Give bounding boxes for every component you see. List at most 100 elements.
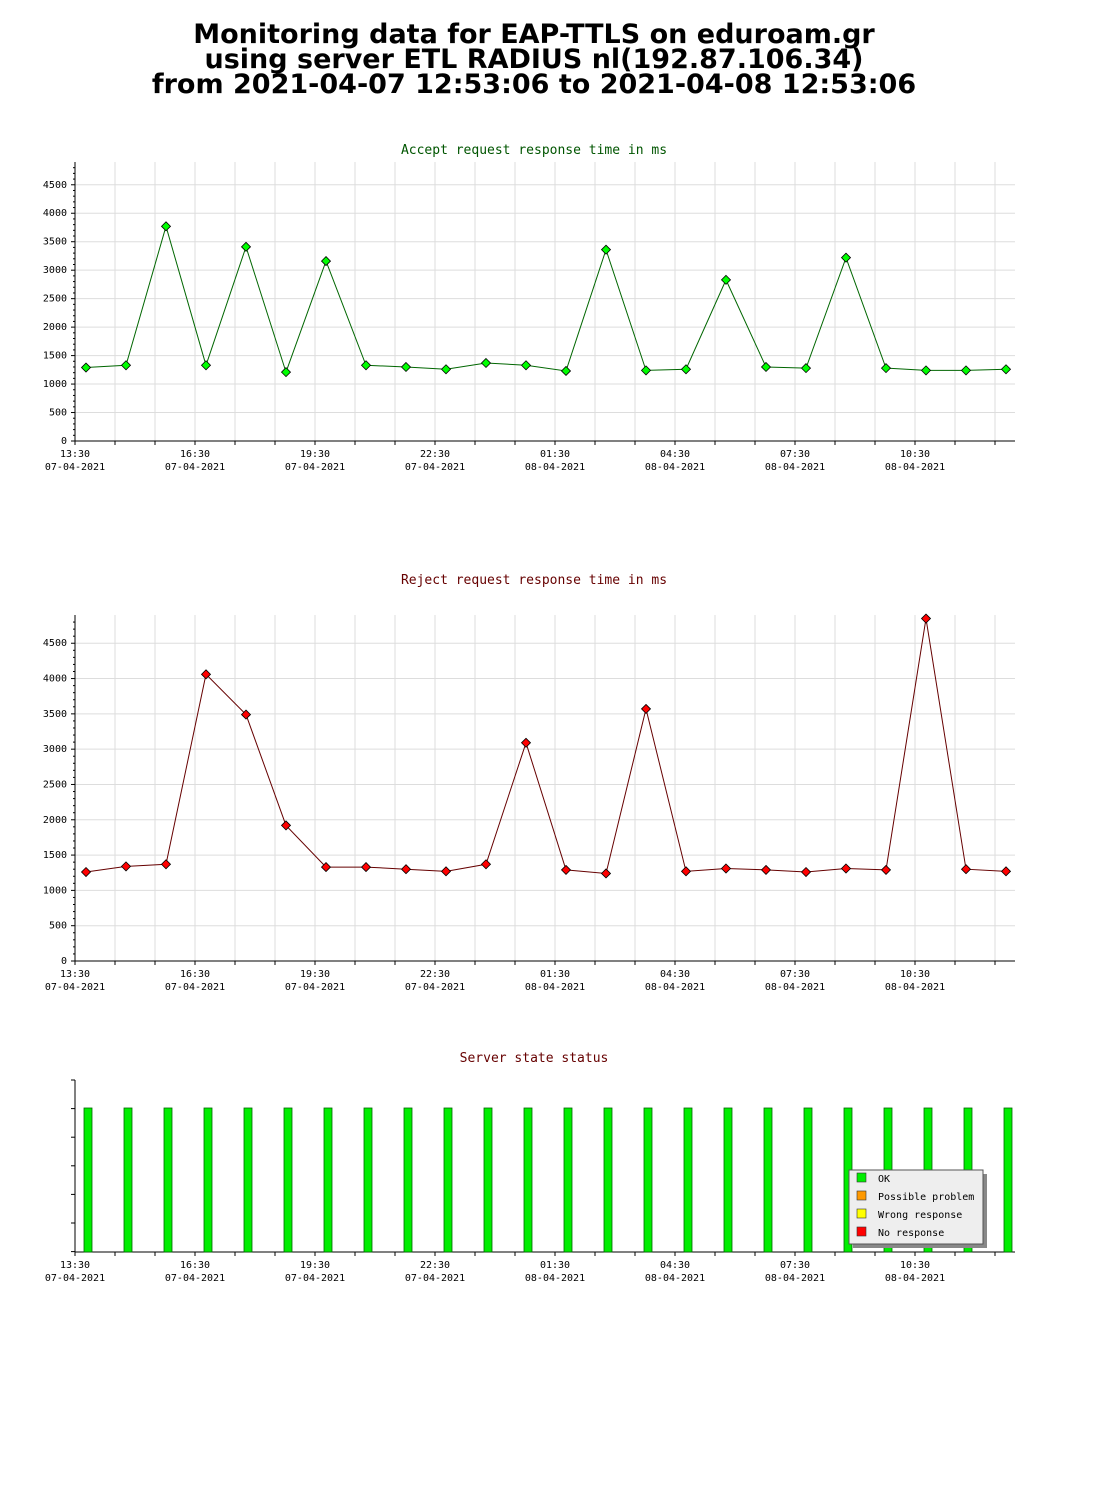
data-point [880, 363, 892, 374]
main-title: Monitoring data for EAP-TTLS on eduroam.… [0, 19, 1068, 100]
data-point [400, 361, 412, 373]
x-tick-time: 07:30 [780, 1260, 810, 1271]
data-point [480, 357, 492, 369]
x-tick-time: 22:30 [420, 449, 450, 460]
series-line [85, 224, 1007, 374]
data-point [80, 362, 92, 373]
x-tick-time: 16:30 [180, 449, 210, 460]
x-tick-date: 07-04-2021 [165, 982, 225, 993]
data-point [160, 859, 172, 870]
data-point [840, 863, 852, 874]
x-tick-date: 08-04-2021 [645, 462, 705, 473]
y-tick-label: 4500 [43, 638, 67, 649]
data-point [680, 866, 692, 877]
x-tick-date: 08-04-2021 [525, 982, 585, 993]
x-tick-time: 19:30 [300, 969, 330, 980]
data-point [880, 864, 892, 875]
x-tick-time: 13:30 [60, 449, 90, 460]
series-line [85, 618, 1007, 874]
status-bar [763, 1107, 773, 1253]
title-line-1: Monitoring data for EAP-TTLS on eduroam.… [193, 19, 875, 50]
status-bar [563, 1107, 573, 1253]
y-tick-label: 1000 [43, 885, 67, 896]
data-point [280, 820, 292, 831]
data-point [840, 252, 852, 263]
y-tick-label: 0 [61, 956, 67, 967]
y-tick-label: 3000 [43, 265, 67, 276]
data-point [760, 361, 772, 373]
legend-label: OK [878, 1174, 890, 1185]
chart-title: Accept request response time in ms [401, 143, 667, 158]
data-point [240, 241, 252, 252]
y-tick-label: 4500 [43, 180, 67, 191]
data-point [520, 360, 532, 371]
data-point [600, 244, 612, 255]
data-point [920, 365, 932, 376]
data-point [280, 367, 292, 378]
data-point [760, 864, 772, 875]
data-point [1000, 364, 1012, 375]
status-bar [243, 1107, 253, 1253]
y-tick-label: 4000 [43, 674, 67, 685]
data-point [560, 864, 572, 875]
chart-title: Server state status [460, 1051, 609, 1066]
data-point [1000, 866, 1012, 877]
x-tick-date: 07-04-2021 [45, 982, 105, 993]
data-point [320, 256, 332, 267]
data-point [800, 866, 812, 878]
data-point [80, 866, 92, 878]
legend-swatch [856, 1208, 867, 1219]
x-tick-time: 13:30 [60, 969, 90, 980]
y-tick-label: 0 [61, 436, 67, 447]
x-tick-time: 01:30 [540, 969, 570, 980]
data-point [160, 221, 172, 232]
data-point [200, 669, 212, 680]
x-tick-date: 08-04-2021 [645, 1273, 705, 1284]
legend-swatch [856, 1172, 867, 1183]
status-bar [1003, 1107, 1013, 1253]
data-point [200, 360, 212, 371]
data-point [440, 364, 452, 375]
status-bar [283, 1107, 293, 1253]
data-point [120, 861, 132, 872]
x-tick-time: 22:30 [420, 969, 450, 980]
x-tick-time: 19:30 [300, 449, 330, 460]
status-bar [203, 1107, 213, 1253]
x-tick-time: 16:30 [180, 1260, 210, 1271]
x-tick-time: 16:30 [180, 969, 210, 980]
legend-swatch [856, 1190, 867, 1201]
x-tick-time: 01:30 [540, 1260, 570, 1271]
x-tick-time: 22:30 [420, 1260, 450, 1271]
status-bar [483, 1107, 493, 1253]
y-tick-label: 500 [49, 921, 67, 932]
x-tick-date: 07-04-2021 [405, 1273, 465, 1284]
data-point [440, 866, 452, 877]
x-tick-date: 07-04-2021 [405, 982, 465, 993]
status-bar [123, 1107, 133, 1253]
data-point [480, 859, 492, 870]
data-point [680, 364, 692, 375]
status-bar [723, 1107, 733, 1253]
legend-label: Wrong response [878, 1210, 962, 1221]
x-tick-date: 07-04-2021 [285, 982, 345, 993]
status-bar [603, 1107, 613, 1253]
data-point [360, 360, 372, 371]
x-tick-time: 01:30 [540, 449, 570, 460]
x-tick-date: 08-04-2021 [765, 1273, 825, 1284]
x-tick-date: 07-04-2021 [165, 462, 225, 473]
y-tick-label: 2000 [43, 322, 67, 333]
status-bar [163, 1107, 173, 1253]
reject-response-chart: Reject request response time in ms 0 500 10… [43, 573, 1015, 993]
data-point [320, 862, 332, 873]
x-tick-date: 08-04-2021 [765, 982, 825, 993]
data-point [720, 863, 732, 874]
x-tick-time: 04:30 [660, 1260, 690, 1271]
x-tick-time: 07:30 [780, 449, 810, 460]
status-bar [403, 1107, 413, 1253]
title-line-3: from 2021-04-07 12:53:06 to 2021-04-08 1… [151, 69, 917, 100]
x-tick-date: 07-04-2021 [165, 1273, 225, 1284]
status-bar [83, 1107, 93, 1253]
data-point [400, 864, 412, 875]
y-tick-label: 3000 [43, 744, 67, 755]
data-point [520, 737, 532, 748]
